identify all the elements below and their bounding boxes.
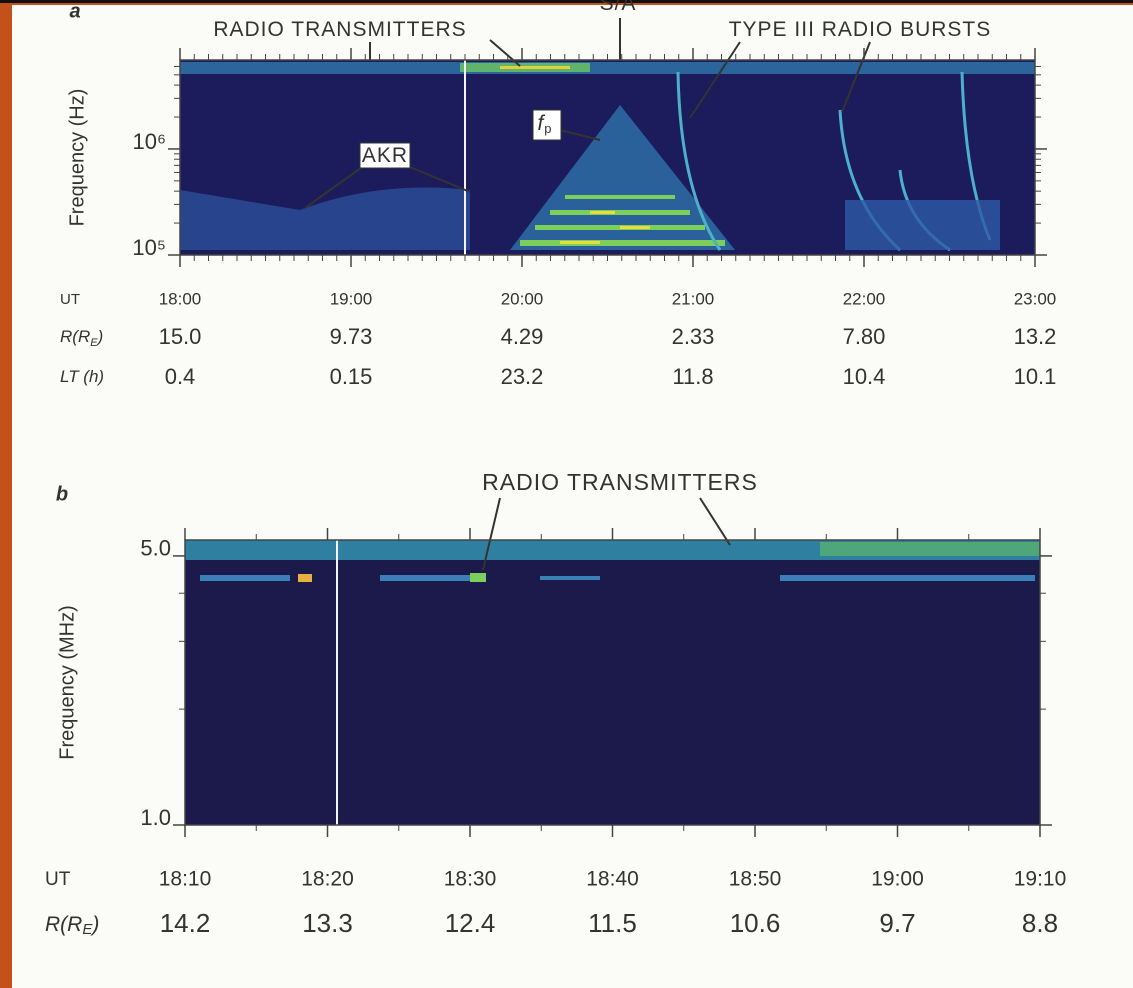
row-label-part: E (90, 337, 98, 349)
x-axis-label: UT (45, 869, 71, 890)
row-value: 9.7 (879, 908, 915, 938)
row-label-part: LT (h) (60, 367, 104, 386)
row-value: 0.15 (330, 364, 373, 389)
row-value: 10.1 (1014, 364, 1057, 389)
x-tick-label: 18:10 (159, 868, 212, 891)
panel-label: b (56, 483, 68, 505)
row-value: 10.4 (843, 364, 886, 389)
row-value: 11.5 (588, 908, 637, 938)
row-value: 9.73 (330, 324, 373, 349)
row-value: 4.29 (501, 324, 544, 349)
row-value: 11.8 (672, 364, 713, 389)
row-value: 10.6 (730, 908, 781, 938)
x-tick-label: 18:40 (586, 868, 639, 891)
x-tick-label: 18:50 (729, 868, 782, 891)
row-value: 0.4 (165, 364, 196, 389)
row-label-part: E (82, 921, 93, 938)
row-label-part: R(R (45, 913, 82, 936)
x-tick-label: 19:10 (1014, 868, 1067, 891)
row-value: 14.2 (160, 908, 211, 938)
x-tick-label: 21:00 (672, 289, 715, 308)
y-axis-label: Frequency (Hz) (66, 89, 88, 227)
spectrogram-b (185, 540, 1040, 825)
annotation: RADIO TRANSMITTERS (213, 18, 466, 41)
fp-box (532, 109, 562, 141)
row-label: R(RE) (60, 327, 103, 348)
annotation: TYPE III RADIO BURSTS (729, 18, 992, 41)
row-value: 15.0 (159, 324, 202, 349)
annotation-text: S/A (600, 0, 637, 15)
x-tick-label: 23:00 (1014, 289, 1057, 308)
x-axis-label: UT (60, 291, 80, 308)
x-tick-label: 22:00 (843, 289, 886, 308)
row-label-part: ) (89, 913, 99, 936)
row-label: R(RE) (45, 913, 99, 938)
panel-label: a (69, 0, 80, 22)
arrows-b (482, 497, 731, 571)
row-value: 8.8 (1022, 908, 1058, 938)
y-tick-label: 1.0 (140, 805, 171, 830)
x-tick-label: 18:30 (444, 868, 497, 891)
spectrogram-a (180, 60, 1035, 255)
x-tick-label: 18:20 (301, 868, 354, 891)
annotation-text: f (537, 112, 545, 135)
row-label: LT (h) (60, 367, 104, 386)
akr-box (359, 142, 411, 169)
x-tick-label: 20:00 (501, 289, 544, 308)
annotation: S/A (600, 0, 637, 15)
y-tick-label: 10⁶ (132, 129, 166, 154)
row-value: 23.2 (501, 364, 544, 389)
frame-top (0, 0, 1133, 3)
x-tick-label: 19:00 (871, 868, 924, 891)
annotation-text: TYPE III RADIO BURSTS (729, 18, 992, 41)
annotation: AKR (362, 144, 408, 167)
annotation-text: RADIO TRANSMITTERS (482, 469, 758, 495)
row-value: 13.2 (1014, 324, 1057, 349)
annotation: fp (537, 112, 552, 137)
row-value: 12.4 (445, 908, 496, 938)
x-tick-label: 19:00 (330, 289, 373, 308)
y-tick-label: 10⁵ (132, 235, 166, 260)
row-label-part: ) (96, 327, 104, 346)
arrows-a (304, 18, 871, 209)
row-value: 2.33 (672, 324, 715, 349)
row-value: 13.3 (302, 908, 353, 938)
annotation: RADIO TRANSMITTERS (482, 469, 758, 495)
row-value: 7.80 (843, 324, 886, 349)
annotation-text: RADIO TRANSMITTERS (213, 18, 466, 41)
y-tick-label: 5.0 (140, 536, 171, 561)
annotation-sub: p (544, 121, 552, 136)
annotation-text: AKR (362, 144, 408, 167)
x-tick-label: 18:00 (159, 289, 202, 308)
y-axis-label: Frequency (MHz) (56, 605, 78, 759)
row-label-part: R(R (60, 327, 90, 346)
